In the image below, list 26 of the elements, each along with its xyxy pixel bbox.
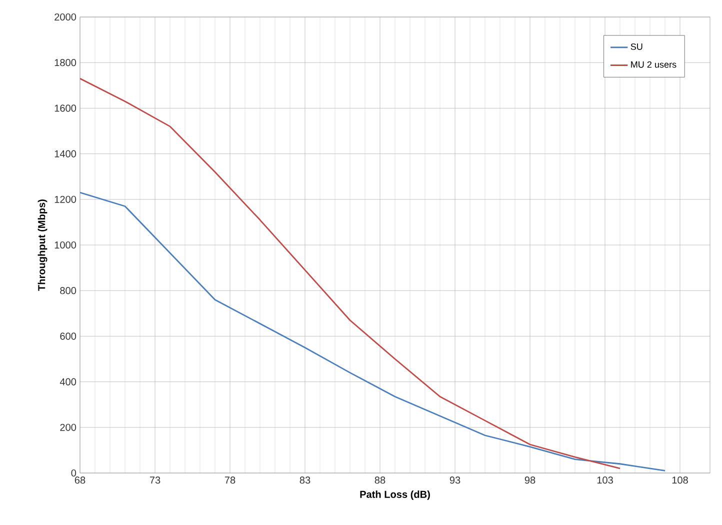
y-tick-label: 600 — [60, 332, 76, 340]
x-axis-title: Path Loss (dB) — [360, 490, 430, 500]
line-series — [80, 78, 621, 470]
line-series — [80, 192, 666, 472]
x-tick-label: 88 — [374, 476, 386, 484]
y-tick-label: 1600 — [54, 104, 76, 112]
y-tick-label: 200 — [60, 424, 76, 431]
y-axis-title: Throughput (Mbps) — [38, 199, 48, 291]
x-tick-label: 78 — [224, 476, 236, 484]
x-tick-label: 93 — [450, 476, 460, 484]
x-tick-label: 98 — [524, 476, 536, 484]
y-tick-label: 1400 — [54, 150, 76, 158]
x-tick-label: 73 — [150, 476, 160, 484]
y-tick-label: 1800 — [54, 59, 76, 66]
y-tick-label: 400 — [60, 378, 76, 386]
x-tick-label: 83 — [300, 476, 310, 484]
y-tick-label: 0 — [71, 469, 76, 477]
x-tick-label: 68 — [74, 476, 86, 484]
y-tick-label: 1200 — [54, 196, 76, 203]
y-tick-label: 1000 — [54, 241, 76, 249]
x-tick-label: 108 — [672, 476, 688, 484]
legend-label: SU — [630, 43, 642, 50]
x-tick-label: 103 — [597, 476, 613, 484]
y-tick-label: 2000 — [54, 13, 76, 21]
legend-label: MU 2 users — [631, 61, 676, 68]
y-tick-label: 800 — [60, 287, 76, 294]
